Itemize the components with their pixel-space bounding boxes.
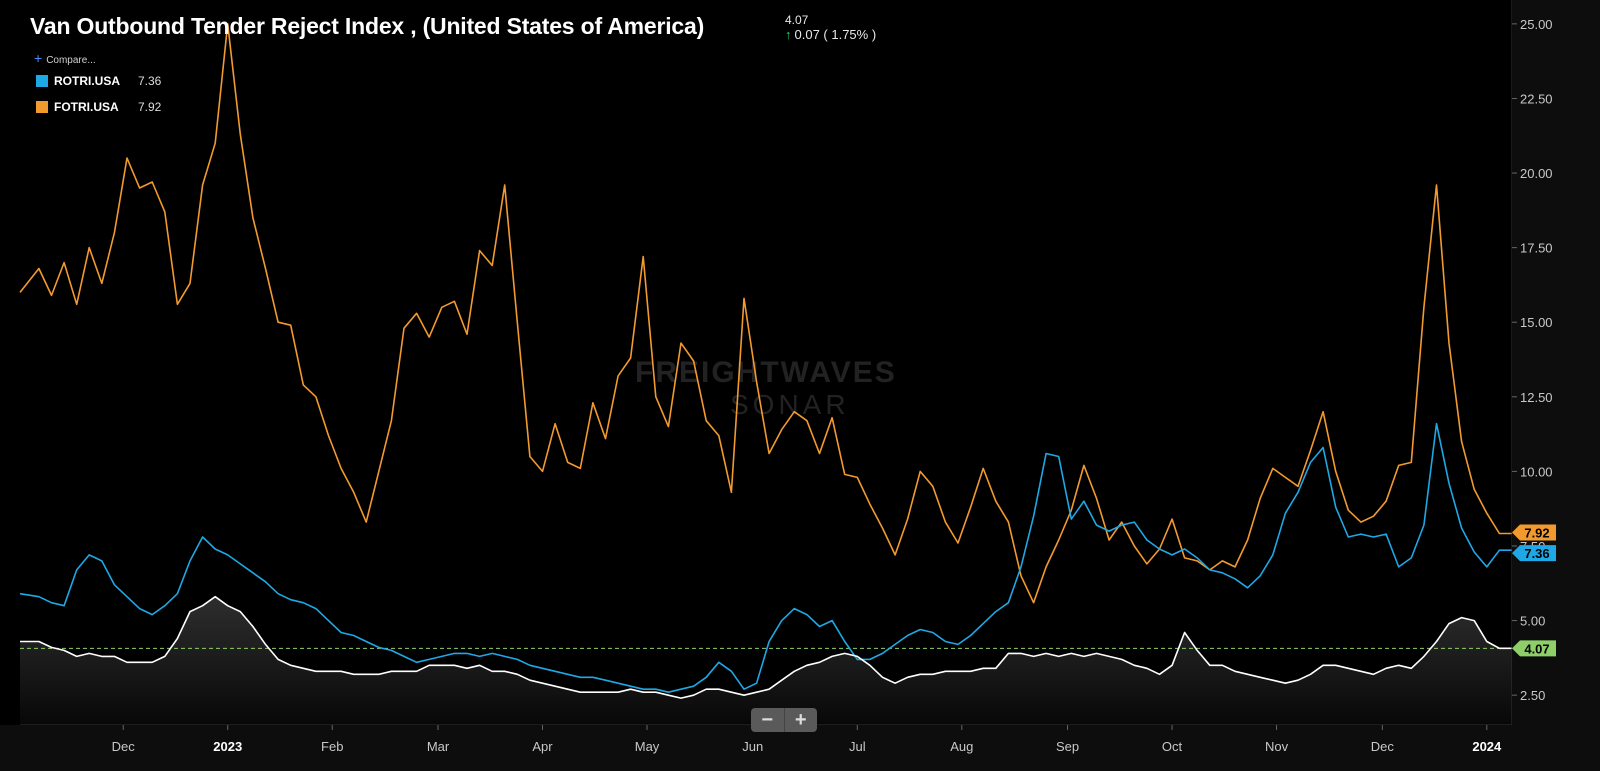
series-line-fotri-usa [19,23,1512,604]
y-tick-label: 12.50 [1520,390,1553,405]
x-tick-label: Mar [427,739,450,754]
legend-item-fotri[interactable]: FOTRI.USA 7.92 [36,99,161,115]
compare-label: Compare... [46,55,96,66]
compare-button[interactable]: + Compare... [34,50,96,66]
series-line-rotri-usa [19,422,1512,693]
last-value: 4.07 [785,13,809,27]
svg-text:SONAR: SONAR [730,389,850,420]
y-tick-label: 25.00 [1520,17,1553,32]
x-tick-label: Jul [849,739,866,754]
y-tick-label: 22.50 [1520,91,1553,106]
change-indicator: ↑ 0.07 ( 1.75% ) [785,27,876,42]
y-tick-label: 5.00 [1520,614,1545,629]
svg-text:7.92: 7.92 [1524,525,1549,540]
y-tick-label: 10.00 [1520,464,1553,479]
y-tick-label: 20.00 [1520,166,1553,181]
arrow-up-icon: ↑ [785,27,792,42]
x-tick-label: Aug [950,739,973,754]
x-axis-band [0,725,1600,771]
legend-swatch [36,75,48,87]
legend-series-value: 7.36 [138,74,162,88]
x-tick-label: 2024 [1472,739,1502,754]
area-fill [20,596,1512,725]
legend-series-name: ROTRI.USA [54,74,120,88]
x-tick-label: Dec [112,739,136,754]
x-tick-label: Jun [742,739,763,754]
y-tick-label: 2.50 [1520,688,1545,703]
reference-value-tag: 4.07 [1512,640,1556,657]
change-text: 0.07 ( 1.75% ) [794,27,877,42]
svg-text:7.36: 7.36 [1524,546,1549,561]
svg-text:4.07: 4.07 [1524,641,1549,656]
x-tick-label: Dec [1371,739,1395,754]
x-tick-label: 2023 [213,739,242,754]
zoom-controls: − + [751,708,817,732]
plus-icon: + [34,50,43,66]
y-tick-label: 15.00 [1520,315,1553,330]
zoom-out-button[interactable]: − [751,708,785,732]
x-tick-label: Nov [1265,739,1289,754]
series-line-baseline [20,595,1512,699]
rotri-last-value-tag: 7.36 [1512,545,1556,562]
x-tick-label: Sep [1056,739,1079,754]
x-tick-label: Oct [1162,739,1183,754]
legend-series-name: FOTRI.USA [54,100,119,114]
x-tick-label: Feb [321,739,343,754]
x-tick-label: May [635,739,660,754]
fotri-last-value-tag: 7.92 [1512,524,1556,541]
legend-item-rotri[interactable]: ROTRI.USA 7.36 [36,73,161,89]
zoom-in-button[interactable]: + [794,709,807,731]
y-tick-label: 17.50 [1520,241,1553,256]
legend-series-value: 7.92 [138,100,162,114]
legend-swatch [36,101,48,113]
chart-title: Van Outbound Tender Reject Index , (Unit… [30,13,705,39]
x-tick-label: Apr [532,739,553,754]
